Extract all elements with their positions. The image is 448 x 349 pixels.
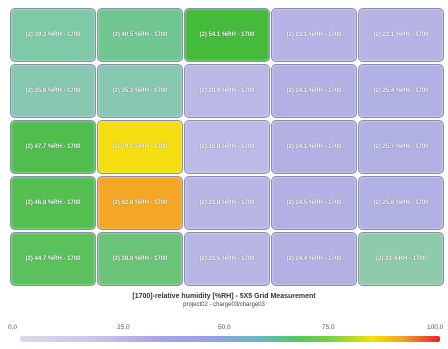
grid-cell-label: (2) 79.1 %RH - 1700 xyxy=(112,144,167,150)
scale-tick-100: 100,0 xyxy=(427,324,443,331)
grid-cell-label: (2) 16.8 %RH - 1700 xyxy=(199,144,254,150)
grid-cell[interactable]: (2) 54.1 %RH - 1700 xyxy=(184,8,270,62)
measurement-grid: (2) 39.3 %RH - 1700 (2) 40.5 %RH - 1700 (2… xyxy=(10,8,448,290)
grid-cell-label: (2) 33 %RH - 1700 xyxy=(376,256,426,262)
grid-cell[interactable]: (2) 46.8 %RH - 1700 xyxy=(10,176,96,230)
grid-cell[interactable]: (2) 47.7 %RH - 1700 xyxy=(10,120,96,174)
grid-cell[interactable]: (2) 20.4 %RH - 1700 xyxy=(184,64,270,118)
grid-cell-label: (2) 39.8 %RH - 1700 xyxy=(112,256,167,262)
grid-cell[interactable]: (2) 16.8 %RH - 1700 xyxy=(184,120,270,174)
grid-cell[interactable]: (2) 25.8 %RH - 1700 xyxy=(358,176,444,230)
grid-cell-label: (2) 24.1 %RH - 1700 xyxy=(286,88,341,94)
grid-cell[interactable]: (2) 35.8 %RH - 1700 xyxy=(10,64,96,118)
grid-cell[interactable]: (2) 44.7 %RH - 1700 xyxy=(10,232,96,286)
grid-cell-label: (2) 54.1 %RH - 1700 xyxy=(199,32,254,38)
grid-cell-label: (2) 21.8 %RH - 1700 xyxy=(199,200,254,206)
color-scale-bar xyxy=(20,336,440,342)
grid-cell[interactable]: (2) 25.4 %RH - 1700 xyxy=(358,64,444,118)
grid-cell-label: (2) 25.7 %RH - 1700 xyxy=(373,144,428,150)
grid-cell-label: (2) 24.5 %RH - 1700 xyxy=(286,200,341,206)
grid-cell[interactable]: (2) 39.8 %RH - 1700 xyxy=(97,232,183,286)
grid-cell[interactable]: (2) 23.1 %RH - 1700 xyxy=(358,8,444,62)
grid-cell[interactable]: (2) 39.3 %RH - 1700 xyxy=(10,8,96,62)
grid-cell-label: (2) 23.1 %RH - 1700 xyxy=(286,32,341,38)
scale-tick-0: 0,0 xyxy=(8,324,17,331)
color-scale-labels: 0,0 25,0 50,0 75,0 100,0 xyxy=(0,324,448,334)
grid-cell[interactable]: (2) 24.1 %RH - 1700 xyxy=(271,64,357,118)
grid-cell[interactable]: (2) 24.1 %RH - 1700 xyxy=(271,120,357,174)
grid-cell-label: (2) 24.4 %RH - 1700 xyxy=(286,256,341,262)
grid-cell-label: (2) 24.1 %RH - 1700 xyxy=(286,144,341,150)
chart-title: [1700]-relative humidity [%RH] - 5X5 Gri… xyxy=(0,292,448,301)
grid-cell-label: (2) 25.8 %RH - 1700 xyxy=(373,200,428,206)
grid-cell-label: (2) 21.5 %RH - 1700 xyxy=(199,256,254,262)
grid-cell-label: (2) 44.7 %RH - 1700 xyxy=(25,256,80,262)
grid-cell[interactable]: (2) 40.5 %RH - 1700 xyxy=(97,8,183,62)
grid-cell-label: (2) 23.1 %RH - 1700 xyxy=(373,32,428,38)
grid-cell[interactable]: (2) 23.1 %RH - 1700 xyxy=(271,8,357,62)
chart-subtitle: project02 - charge03/charge03 xyxy=(0,301,448,309)
chart-title-block: [1700]-relative humidity [%RH] - 5X5 Gri… xyxy=(0,292,448,309)
grid-cell[interactable]: (2) 21.8 %RH - 1700 xyxy=(184,176,270,230)
grid-cell[interactable]: (2) 25.7 %RH - 1700 xyxy=(358,120,444,174)
grid-cell-label: (2) 25.4 %RH - 1700 xyxy=(373,88,428,94)
scale-tick-50: 50,0 xyxy=(218,324,231,331)
grid-cell-label: (2) 20.4 %RH - 1700 xyxy=(199,88,254,94)
grid-cell-label: (2) 35.8 %RH - 1700 xyxy=(25,88,80,94)
grid-cell[interactable]: (2) 24.4 %RH - 1700 xyxy=(271,232,357,286)
grid-cell-label: (2) 39.3 %RH - 1700 xyxy=(25,32,80,38)
grid-cell-label: (2) 46.8 %RH - 1700 xyxy=(25,200,80,206)
grid-cell[interactable]: (2) 79.1 %RH - 1700 xyxy=(97,120,183,174)
grid-cell[interactable]: (2) 21.5 %RH - 1700 xyxy=(184,232,270,286)
grid-cell-label: (2) 82.8 %RH - 1700 xyxy=(112,200,167,206)
scale-tick-75: 75,0 xyxy=(322,324,335,331)
grid-cell-label: (2) 40.5 %RH - 1700 xyxy=(112,32,167,38)
grid-cell[interactable]: (2) 33 %RH - 1700 xyxy=(358,232,444,286)
grid-cell[interactable]: (2) 24.5 %RH - 1700 xyxy=(271,176,357,230)
grid-cell[interactable]: (2) 35.3 %RH - 1700 xyxy=(97,64,183,118)
grid-cell-label: (2) 35.3 %RH - 1700 xyxy=(112,88,167,94)
scale-tick-25: 25,0 xyxy=(117,324,130,331)
grid-cell-label: (2) 47.7 %RH - 1700 xyxy=(25,144,80,150)
grid-cell[interactable]: (2) 82.8 %RH - 1700 xyxy=(97,176,183,230)
